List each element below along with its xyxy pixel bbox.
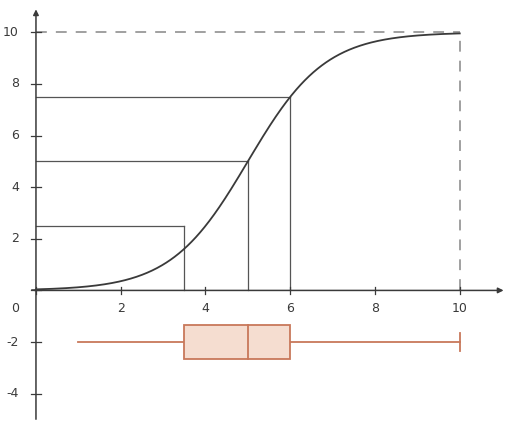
Text: 6: 6 [286,302,294,315]
Text: -4: -4 [7,387,19,400]
Text: 2: 2 [117,302,124,315]
Text: 8: 8 [11,78,19,90]
Text: 10: 10 [3,26,19,39]
Text: 2: 2 [11,232,19,245]
Text: 4: 4 [11,181,19,194]
Text: 10: 10 [452,302,467,315]
Bar [184,325,290,359]
Text: 6: 6 [11,129,19,142]
Text: 8: 8 [371,302,379,315]
Text: -2: -2 [7,336,19,348]
Text: 4: 4 [202,302,209,315]
Text: 0: 0 [11,302,19,315]
